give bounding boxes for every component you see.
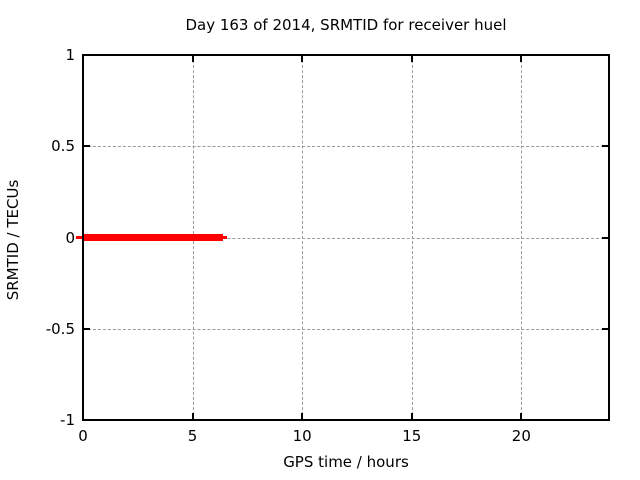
gridline-horizontal (83, 328, 609, 330)
plot-border-top (82, 54, 610, 56)
gridline-horizontal (83, 146, 609, 148)
y-tick-label: -0.5 (45, 319, 75, 338)
y-tick-label: 0.5 (51, 137, 75, 156)
gridline-horizontal (83, 237, 609, 239)
plot-border-bottom (82, 419, 610, 421)
y-tick-label: -1 (60, 411, 75, 429)
x-tick-label: 10 (292, 427, 312, 445)
x-tick-mark-top (191, 55, 194, 62)
chart-title: Day 163 of 2014, SRMTID for receiver hue… (185, 16, 507, 34)
x-tick-label: 15 (402, 427, 422, 445)
x-axis-label: GPS time / hours (283, 453, 409, 471)
y-tick-mark-right (602, 327, 609, 330)
x-tick-label: 20 (511, 427, 531, 445)
y-tick-mark-left (83, 327, 90, 330)
y-tick-mark-right (602, 145, 609, 148)
x-tick-mark-bottom (301, 413, 304, 420)
x-tick-mark-bottom (191, 413, 194, 420)
y-tick-mark-left (83, 145, 90, 148)
x-tick-mark-bottom (410, 413, 413, 420)
x-tick-label: 5 (187, 427, 198, 445)
y-tick-label: 1 (65, 46, 75, 64)
plot-border-right (608, 54, 610, 421)
x-tick-mark-top (301, 55, 304, 62)
y-tick-mark-right (602, 236, 609, 239)
y-tick-label: 0 (65, 228, 75, 247)
x-tick-label: 0 (78, 427, 88, 445)
plot-area (76, 54, 610, 421)
x-tick-mark-top (410, 55, 413, 62)
x-tick-mark-bottom (520, 413, 523, 420)
data-series-line (83, 234, 224, 241)
x-tick-mark-top (520, 55, 523, 62)
plot-border-left (82, 54, 84, 421)
